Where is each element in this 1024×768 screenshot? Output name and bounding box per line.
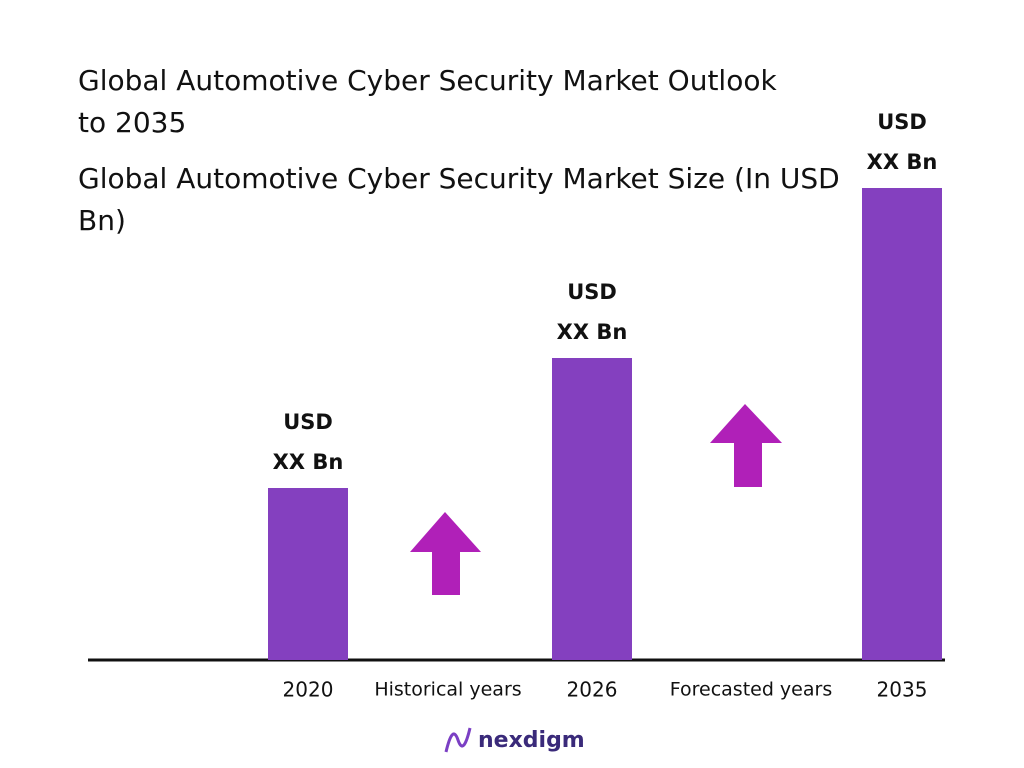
x-tick-label: 2035 [877, 678, 928, 702]
growth-arrow [410, 512, 481, 595]
bar [268, 488, 348, 660]
chart-title: Global Automotive Cyber Security Market … [78, 64, 777, 139]
value-label: USD [567, 280, 617, 304]
annotation: Historical years [374, 679, 521, 701]
value-label: XX Bn [273, 450, 344, 474]
value-label: USD [877, 110, 927, 134]
value-label: XX Bn [557, 320, 628, 344]
value-label: XX Bn [867, 150, 938, 174]
x-tick-label: 2026 [567, 678, 618, 702]
bar [862, 188, 942, 660]
value-label: USD [283, 410, 333, 434]
logo-text: nexdigm [478, 728, 585, 753]
annotation: Forecasted years [670, 679, 832, 701]
logo-icon [444, 727, 472, 753]
x-tick-label: 2020 [283, 678, 334, 702]
chart-subtitle: Global Automotive Cyber Security Market … [78, 162, 840, 237]
growth-arrow [710, 404, 782, 487]
bar [552, 358, 632, 660]
